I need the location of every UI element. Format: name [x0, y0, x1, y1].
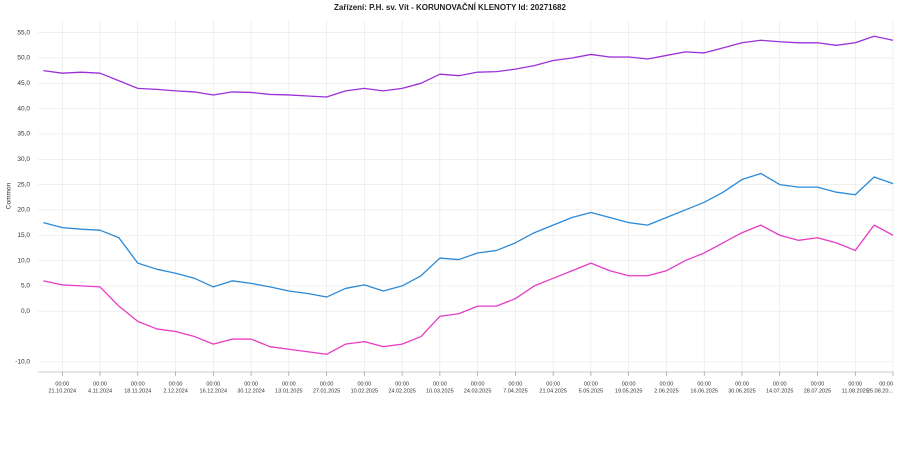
- x-tick-label: 2.06.2025: [654, 388, 678, 394]
- x-tick-label: 00:00: [471, 381, 485, 387]
- y-tick-label: 55,0: [17, 29, 30, 36]
- y-tick-label: 10,0: [17, 257, 30, 264]
- x-tick-label: 7.04.2025: [503, 388, 527, 394]
- x-tick-label: 00:00: [169, 381, 183, 387]
- x-tick-label: 4.11.2024: [88, 388, 112, 394]
- chart-title: Zařízení: P.H. sv. Vít - KORUNOVAČNÍ KLE…: [334, 3, 566, 12]
- y-tick-label: 30,0: [17, 156, 30, 163]
- x-tick-label: 00:00: [773, 381, 787, 387]
- x-tick-label: 16.12.2024: [200, 388, 228, 394]
- x-tick-label: 24.03.2025: [464, 388, 492, 394]
- x-tick-label: 00:00: [622, 381, 636, 387]
- x-tick-label: 00:00: [660, 381, 674, 387]
- x-tick-label: 14.07.2025: [766, 388, 794, 394]
- x-tick-label: 30.06.2025: [728, 388, 756, 394]
- x-tick-label: 00:00: [848, 381, 862, 387]
- x-tick-label: 27.01.2025: [313, 388, 341, 394]
- y-tick-label: 5,0: [21, 283, 30, 290]
- x-tick-label: 10.02.2025: [351, 388, 379, 394]
- x-tick-label: 28.07.2025: [804, 388, 832, 394]
- x-tick-label: 10.03.2025: [426, 388, 454, 394]
- x-tick-label: 00:00: [546, 381, 560, 387]
- series-line: [43, 224, 894, 355]
- series-line: [43, 172, 894, 298]
- x-tick-label: 00:00: [879, 381, 893, 387]
- y-tick-label: 20,0: [17, 207, 30, 214]
- x-tick-label: 2.12.2024: [163, 388, 187, 394]
- y-tick-label: 35,0: [17, 131, 30, 138]
- x-tick-label: 00:00: [735, 381, 749, 387]
- x-tick-label: 00:00: [433, 381, 447, 387]
- y-tick-label: 50,0: [17, 55, 30, 62]
- y-tick-label: 0,0: [21, 308, 30, 315]
- x-tick-label: 00:00: [93, 381, 107, 387]
- x-tick-label: 00:00: [509, 381, 523, 387]
- x-tick-label: 30.12.2024: [237, 388, 265, 394]
- x-tick-label: 25.08.20...: [867, 388, 893, 394]
- x-tick-label: 5.05.2025: [579, 388, 603, 394]
- y-tick-label: 15,0: [17, 232, 30, 239]
- x-tick-label: 00:00: [206, 381, 220, 387]
- x-tick-label: 21.04.2025: [539, 388, 567, 394]
- y-tick-label: 25,0: [17, 181, 30, 188]
- y-tick-label: 45,0: [17, 80, 30, 87]
- x-tick-label: 00:00: [357, 381, 371, 387]
- x-tick-label: 00:00: [584, 381, 598, 387]
- x-tick-label: 00:00: [55, 381, 69, 387]
- x-tick-label: 00:00: [244, 381, 258, 387]
- x-tick-label: 00:00: [697, 381, 711, 387]
- x-tick-label: 00:00: [320, 381, 334, 387]
- x-tick-label: 11.08.2025: [842, 388, 869, 394]
- x-tick-label: 00:00: [395, 381, 409, 387]
- x-tick-label: 21.10.2024: [49, 388, 77, 394]
- series-line: [43, 35, 894, 98]
- y-tick-label: -10,0: [15, 359, 30, 366]
- y-tick-label: 40,0: [17, 105, 30, 112]
- x-tick-label: 00:00: [282, 381, 296, 387]
- x-tick-label: 13.01.2025: [275, 388, 303, 394]
- x-tick-label: 16.06.2025: [690, 388, 718, 394]
- x-tick-label: 18.11.2024: [124, 388, 151, 394]
- y-axis-label: Common: [6, 182, 13, 209]
- x-tick-label: 24.02.2025: [388, 388, 416, 394]
- x-tick-label: 00:00: [131, 381, 145, 387]
- x-tick-label: 00:00: [811, 381, 825, 387]
- x-tick-label: 19.05.2025: [615, 388, 643, 394]
